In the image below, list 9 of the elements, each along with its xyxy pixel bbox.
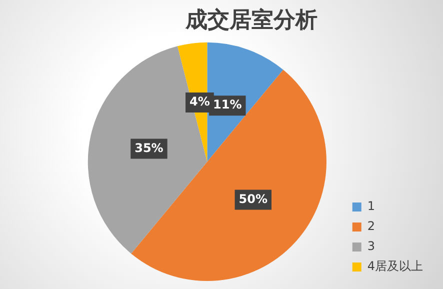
data-label: 11% xyxy=(213,98,242,112)
legend-label: 3 xyxy=(367,239,376,254)
legend-label: 2 xyxy=(367,219,376,234)
data-label: 4% xyxy=(190,94,210,109)
chart-title: 成交居室分析 xyxy=(184,6,318,33)
data-label: 50% xyxy=(238,192,268,206)
data-label: 35% xyxy=(134,140,164,155)
legend-label: 1 xyxy=(367,199,376,214)
legend-label: 4居及以上 xyxy=(367,259,424,274)
